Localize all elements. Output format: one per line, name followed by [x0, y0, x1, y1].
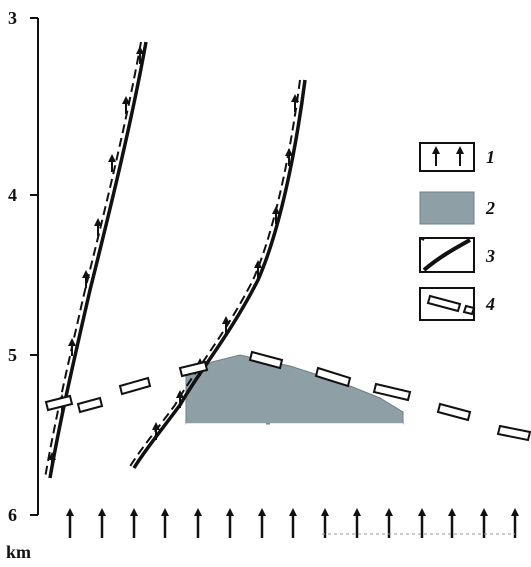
legend-number-4: 4 [485, 294, 495, 314]
tick-label-3: 3 [8, 8, 17, 28]
tick-label-6: 6 [8, 505, 17, 525]
dashed-boundary [44, 350, 531, 442]
fault-trace [48, 41, 148, 479]
legend-item-4: 4 [419, 287, 495, 321]
fault-trace [132, 79, 307, 469]
depth-axis: 3 4 5 6 km [6, 8, 39, 562]
legend-item-1: 1 [419, 142, 495, 172]
gray-fill-icon [419, 191, 475, 225]
axis-unit-label: km [6, 542, 31, 562]
upward-arrows-icon [419, 142, 475, 172]
shaded-body [185, 354, 404, 425]
legend-number-1: 1 [486, 147, 495, 167]
legend-item-3: 3 [419, 237, 495, 273]
tick-label-5: 5 [8, 345, 17, 365]
legend-item-2: 2 [419, 191, 495, 225]
legend-number-3: 3 [485, 246, 495, 266]
tick-label-4: 4 [8, 185, 17, 205]
fault-line-left [44, 41, 148, 479]
legend: 1 2 3 4 [419, 142, 495, 321]
legend-number-2: 2 [485, 198, 495, 218]
